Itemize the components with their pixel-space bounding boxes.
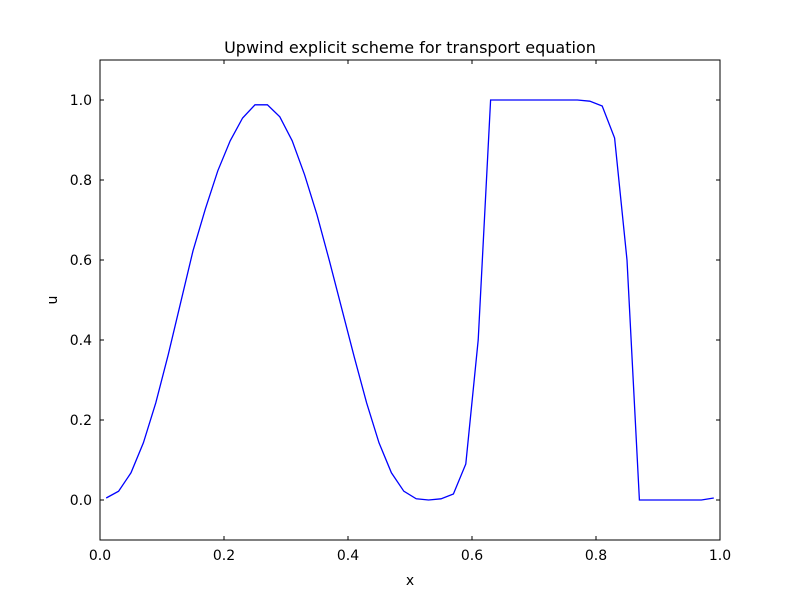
x-axis-label: x	[406, 573, 414, 589]
y-axis-label: u	[45, 296, 61, 305]
x-tick-label: 0.4	[337, 548, 359, 564]
x-tick-label: 0.6	[461, 548, 483, 564]
x-tick-label: 0.0	[89, 548, 111, 564]
x-tick-label: 0.2	[213, 548, 235, 564]
chart-title: Upwind explicit scheme for transport equ…	[224, 38, 596, 57]
y-tick-label: 0.4	[70, 333, 92, 349]
y-axis-ticks: 0.0 0.2 0.4 0.6 0.8 1.0	[70, 93, 720, 509]
x-tick-label: 0.8	[585, 548, 607, 564]
plot-frame	[99, 59, 721, 541]
y-tick-label: 0.6	[70, 253, 92, 269]
y-tick-label: 0.2	[70, 413, 92, 429]
x-axis-ticks: 0.0 0.2 0.4 0.6 0.8 1.0	[89, 60, 731, 564]
y-tick-label: 0.0	[70, 493, 92, 509]
x-tick-label: 1.0	[709, 548, 731, 564]
series-line	[105, 99, 714, 501]
y-tick-label: 1.0	[70, 93, 92, 109]
y-tick-label: 0.8	[70, 173, 92, 189]
plot-data	[105, 99, 714, 501]
